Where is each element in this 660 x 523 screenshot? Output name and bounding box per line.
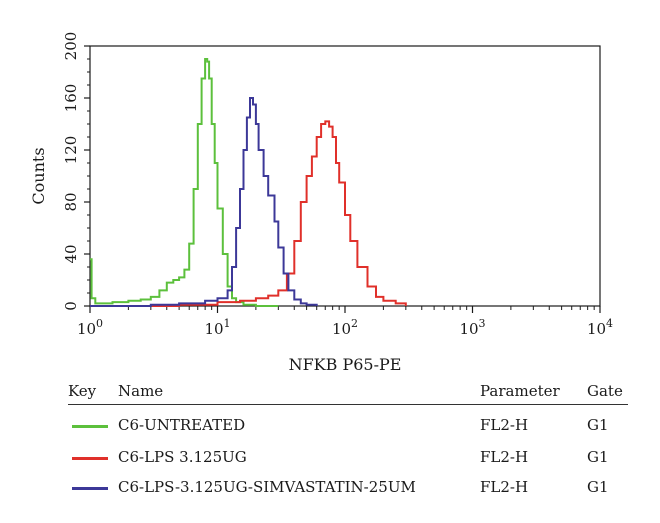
legend-header-row: Key Name Parameter Gate <box>68 382 628 404</box>
legend-header-key: Key <box>68 382 97 400</box>
x-tick-label: 100 <box>77 317 103 338</box>
legend-swatch <box>72 457 108 460</box>
legend-swatch <box>72 425 108 428</box>
axis-ticks: 0 40 80 120 160 200 100 101 102 103 104 <box>62 32 613 338</box>
legend-gate: G1 <box>587 478 609 496</box>
series-line <box>90 97 318 307</box>
legend-header-parameter: Parameter <box>480 382 560 400</box>
legend-header-gate: Gate <box>587 382 623 400</box>
legend-series-name: C6-LPS 3.125UG <box>118 448 247 466</box>
plot-frame <box>89 45 601 307</box>
legend-gate: G1 <box>587 416 609 434</box>
legend-parameter: FL2-H <box>480 416 529 434</box>
y-tick-label: 200 <box>62 32 80 61</box>
legend-swatch <box>72 487 108 490</box>
series-group <box>90 58 407 307</box>
legend-row: C6-LPS-3.125UG-SIMVASTATIN-25UM FL2-H G1 <box>68 478 628 500</box>
legend-gate: G1 <box>587 448 609 466</box>
x-tick-label: 104 <box>587 317 613 338</box>
series-line <box>90 120 407 307</box>
legend-parameter: FL2-H <box>480 478 529 496</box>
y-tick-label: 40 <box>62 244 80 263</box>
legend-divider <box>68 404 628 405</box>
y-tick-label: 0 <box>62 301 80 311</box>
legend-row: C6-LPS 3.125UG FL2-H G1 <box>68 448 628 470</box>
y-tick-label: 80 <box>62 192 80 211</box>
series-line <box>90 58 279 307</box>
x-tick-label: 101 <box>204 317 230 338</box>
x-axis-label: NFKB P65-PE <box>289 355 402 374</box>
legend-row: C6-UNTREATED FL2-H G1 <box>68 416 628 438</box>
legend-series-name: C6-LPS-3.125UG-SIMVASTATIN-25UM <box>118 478 416 496</box>
y-tick-label: 120 <box>62 136 80 165</box>
legend-header-name: Name <box>118 382 164 400</box>
x-tick-label: 102 <box>332 317 358 338</box>
legend-parameter: FL2-H <box>480 448 529 466</box>
y-tick-label: 160 <box>62 84 80 113</box>
histogram-plot: 0 40 80 120 160 200 100 101 102 103 104 Counts NFK… <box>29 32 613 374</box>
y-axis-label: Counts <box>29 147 48 204</box>
legend-series-name: C6-UNTREATED <box>118 416 246 434</box>
x-tick-label: 103 <box>459 317 485 338</box>
